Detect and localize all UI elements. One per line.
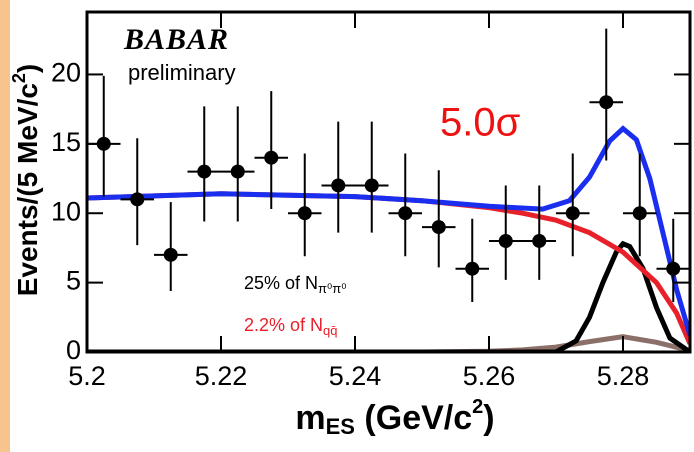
fit-curve: [87, 240, 690, 352]
data-point: [364, 178, 379, 193]
y-label-main: Events/(5 MeV/c: [12, 83, 43, 296]
fit-curve: [87, 125, 690, 337]
data-point: [197, 164, 212, 179]
y-label-end: ): [12, 64, 43, 73]
x-label-sup: 2: [472, 396, 483, 418]
y-tick-label: 10: [51, 196, 81, 226]
annotation-text: 25% of N: [244, 273, 318, 293]
x-label-sub: ES: [326, 414, 355, 439]
x-axis-label: mES (GeV/c2): [295, 396, 494, 439]
data-point: [331, 178, 346, 193]
y-tick-label: 15: [51, 127, 81, 157]
significance: 5.0σ: [440, 101, 521, 145]
x-tick-label: 5.24: [329, 361, 382, 391]
y-tick-label: 20: [51, 58, 81, 88]
y-tick-label: 5: [66, 266, 81, 296]
fit-curve: [87, 191, 690, 345]
annotation-text: 2.2% of N: [244, 315, 323, 335]
x-label-end: ): [483, 399, 494, 437]
annotation-sub: π⁰π⁰: [318, 281, 346, 296]
data-point: [431, 220, 446, 235]
data-point: [130, 192, 145, 207]
side-strip: [0, 0, 10, 452]
data-point: [465, 261, 480, 276]
data-point: [297, 206, 312, 221]
data-point: [532, 233, 547, 248]
data-point: [398, 206, 413, 221]
x-tick-label: 5.28: [597, 361, 650, 391]
data-point: [96, 136, 111, 151]
y-tick-label: 0: [66, 335, 81, 365]
data-point: [666, 261, 681, 276]
annotation: 2.2% of Nqq̄: [244, 315, 338, 339]
data-point: [599, 95, 614, 110]
y-axis-label: Events/(5 MeV/c2): [9, 64, 44, 297]
annotation-sub: qq̄: [323, 323, 337, 338]
data-point: [264, 150, 279, 165]
plot-frame: [85, 10, 692, 354]
y-label-sup: 2: [9, 73, 29, 83]
status-label: preliminary: [128, 60, 236, 85]
x-label-tail: (GeV/c: [355, 399, 472, 437]
data-point: [163, 247, 178, 262]
annotation: 25% of Nπ⁰π⁰: [244, 273, 346, 297]
data-point: [230, 164, 245, 179]
data-point: [498, 233, 513, 248]
data-point: [565, 206, 580, 221]
experiment-label: BABAR: [123, 23, 229, 56]
x-tick-label: 5.22: [195, 361, 248, 391]
data-point: [632, 206, 647, 221]
x-label-main: m: [295, 399, 325, 437]
x-tick-label: 5.2: [68, 361, 106, 391]
x-tick-label: 5.26: [463, 361, 516, 391]
